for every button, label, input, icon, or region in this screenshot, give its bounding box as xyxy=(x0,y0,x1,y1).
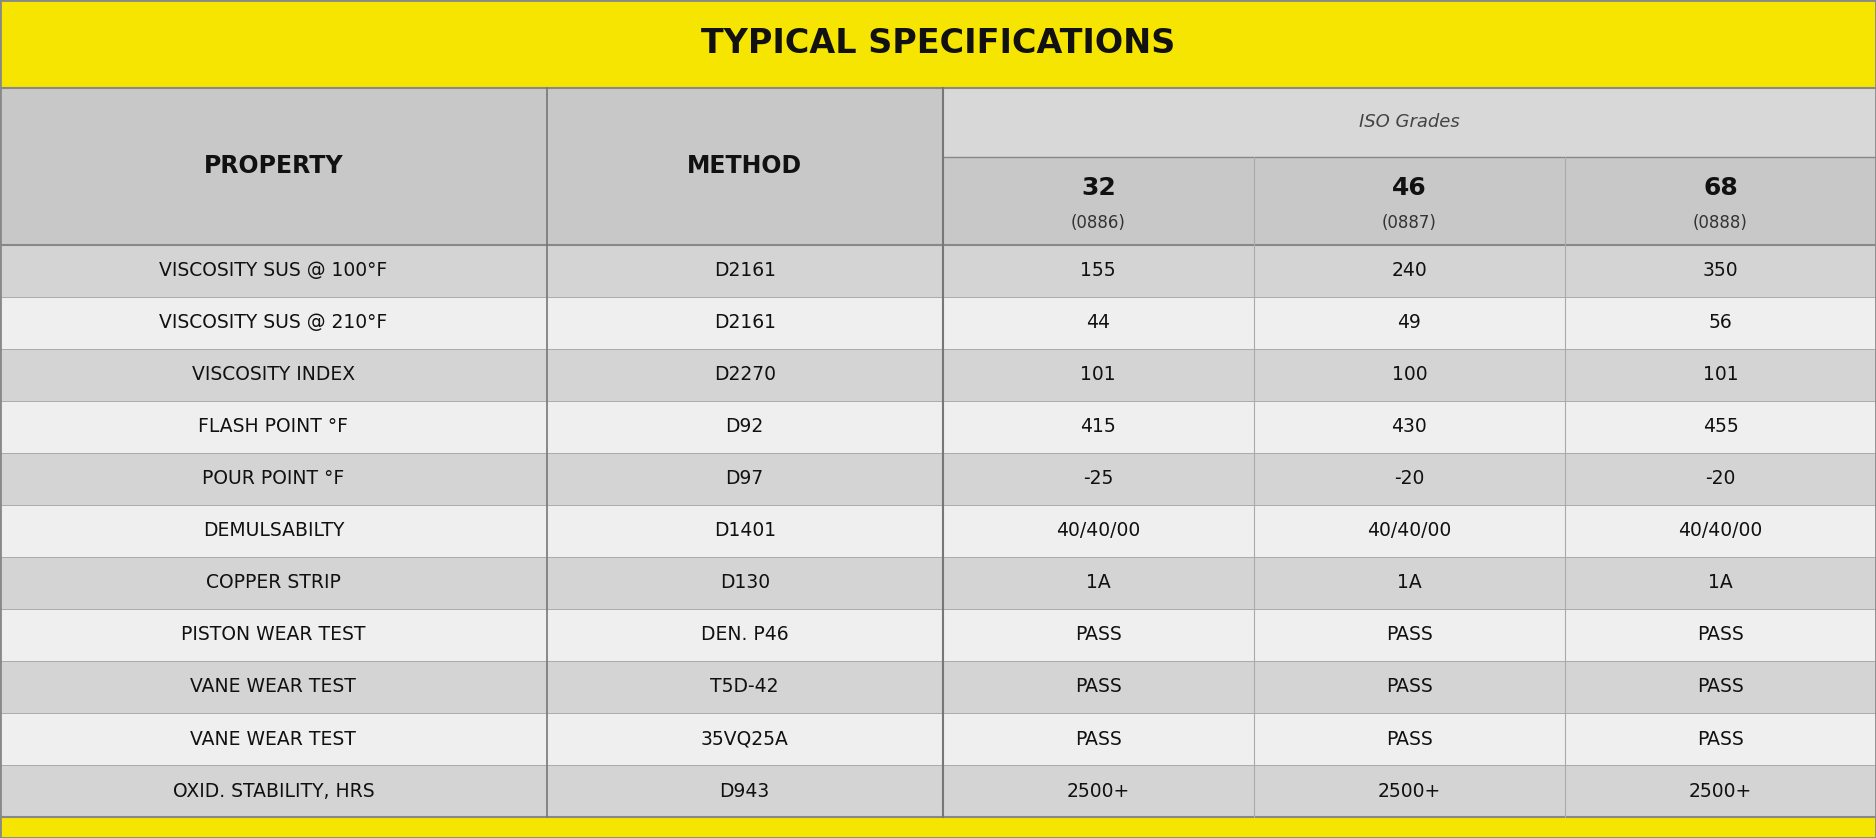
Text: 40/40/00: 40/40/00 xyxy=(1056,521,1141,541)
Text: D2270: D2270 xyxy=(713,365,777,385)
Text: PASS: PASS xyxy=(1075,730,1122,748)
Text: -25: -25 xyxy=(1082,469,1114,489)
Text: PASS: PASS xyxy=(1075,677,1122,696)
Text: 46: 46 xyxy=(1392,175,1428,199)
Text: D943: D943 xyxy=(720,782,769,800)
Text: 100: 100 xyxy=(1392,365,1428,385)
Bar xyxy=(0,0,1876,88)
Text: 155: 155 xyxy=(1081,261,1116,280)
Text: PASS: PASS xyxy=(1386,730,1433,748)
Text: 44: 44 xyxy=(1086,313,1111,332)
Bar xyxy=(0,661,1876,713)
Bar xyxy=(0,817,1876,838)
Text: 350: 350 xyxy=(1703,261,1739,280)
Text: 32: 32 xyxy=(1081,175,1116,199)
Text: 40/40/00: 40/40/00 xyxy=(1679,521,1763,541)
Text: (0887): (0887) xyxy=(1383,214,1437,231)
Text: D130: D130 xyxy=(720,573,769,592)
Bar xyxy=(546,88,944,245)
Text: DEMULSABILTY: DEMULSABILTY xyxy=(203,521,343,541)
Text: D97: D97 xyxy=(726,469,764,489)
Bar xyxy=(944,157,1253,245)
Text: 1A: 1A xyxy=(1707,573,1733,592)
Bar xyxy=(0,713,1876,765)
Bar xyxy=(0,504,1876,557)
Text: VISCOSITY INDEX: VISCOSITY INDEX xyxy=(191,365,355,385)
Bar xyxy=(1565,157,1876,245)
Text: (0886): (0886) xyxy=(1071,214,1126,231)
Text: PISTON WEAR TEST: PISTON WEAR TEST xyxy=(182,625,366,644)
Text: 56: 56 xyxy=(1709,313,1732,332)
Text: PASS: PASS xyxy=(1698,625,1745,644)
Bar xyxy=(1253,157,1565,245)
Bar xyxy=(0,88,546,245)
Text: 101: 101 xyxy=(1703,365,1739,385)
Text: PASS: PASS xyxy=(1698,677,1745,696)
Text: 415: 415 xyxy=(1081,417,1116,437)
Text: (0888): (0888) xyxy=(1692,214,1748,231)
Text: PROPERTY: PROPERTY xyxy=(204,154,343,178)
Text: 2500+: 2500+ xyxy=(1067,782,1129,800)
Text: 101: 101 xyxy=(1081,365,1116,385)
Bar xyxy=(0,245,1876,297)
Text: PASS: PASS xyxy=(1386,625,1433,644)
Text: 2500+: 2500+ xyxy=(1377,782,1441,800)
Text: T5D-42: T5D-42 xyxy=(711,677,779,696)
Text: 455: 455 xyxy=(1703,417,1739,437)
Text: COPPER STRIP: COPPER STRIP xyxy=(206,573,341,592)
Text: 68: 68 xyxy=(1703,175,1737,199)
Text: PASS: PASS xyxy=(1386,677,1433,696)
Bar xyxy=(0,297,1876,349)
Bar xyxy=(0,765,1876,817)
Bar xyxy=(0,557,1876,609)
Text: 40/40/00: 40/40/00 xyxy=(1368,521,1452,541)
Text: TYPICAL SPECIFICATIONS: TYPICAL SPECIFICATIONS xyxy=(702,28,1174,60)
Text: VISCOSITY SUS @ 100°F: VISCOSITY SUS @ 100°F xyxy=(159,261,388,280)
Text: PASS: PASS xyxy=(1698,730,1745,748)
Text: -20: -20 xyxy=(1705,469,1735,489)
Text: 2500+: 2500+ xyxy=(1688,782,1752,800)
Text: D1401: D1401 xyxy=(713,521,777,541)
Text: D92: D92 xyxy=(726,417,764,437)
Text: METHOD: METHOD xyxy=(687,154,803,178)
Text: 1A: 1A xyxy=(1086,573,1111,592)
Text: DEN. P46: DEN. P46 xyxy=(702,625,788,644)
Text: 35VQ25A: 35VQ25A xyxy=(702,730,788,748)
Text: VISCOSITY SUS @ 210°F: VISCOSITY SUS @ 210°F xyxy=(159,313,388,332)
Text: VANE WEAR TEST: VANE WEAR TEST xyxy=(191,730,356,748)
Bar xyxy=(0,453,1876,504)
Text: 1A: 1A xyxy=(1398,573,1422,592)
Text: D2161: D2161 xyxy=(713,261,777,280)
Text: ISO Grades: ISO Grades xyxy=(1358,113,1460,132)
Bar xyxy=(0,609,1876,661)
Text: FLASH POINT °F: FLASH POINT °F xyxy=(199,417,349,437)
Text: VANE WEAR TEST: VANE WEAR TEST xyxy=(191,677,356,696)
Text: D2161: D2161 xyxy=(713,313,777,332)
Text: OXID. STABILITY, HRS: OXID. STABILITY, HRS xyxy=(173,782,373,800)
Text: 49: 49 xyxy=(1398,313,1422,332)
Text: POUR POINT °F: POUR POINT °F xyxy=(203,469,345,489)
Text: -20: -20 xyxy=(1394,469,1424,489)
Text: 240: 240 xyxy=(1392,261,1428,280)
Bar xyxy=(0,401,1876,453)
Text: PASS: PASS xyxy=(1075,625,1122,644)
Text: 430: 430 xyxy=(1392,417,1428,437)
Bar xyxy=(0,349,1876,401)
Bar xyxy=(944,88,1876,157)
